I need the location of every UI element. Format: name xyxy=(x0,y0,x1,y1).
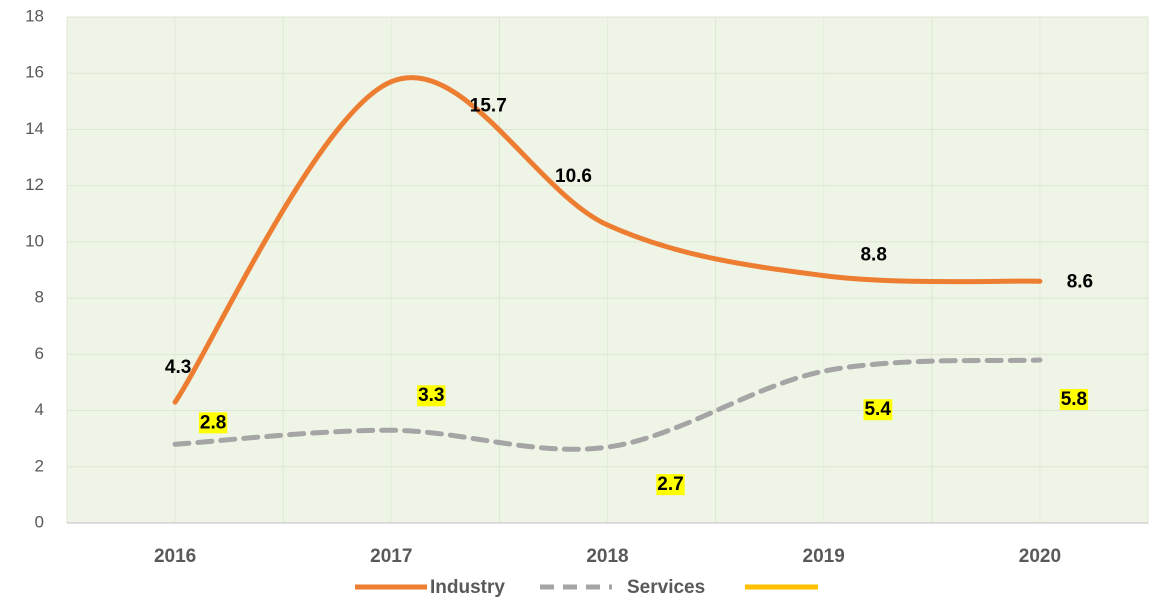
x-tick-label: 2017 xyxy=(370,546,412,567)
data-label: 5.8 xyxy=(1061,389,1087,410)
data-label: 5.4 xyxy=(864,399,891,420)
data-label: 15.7 xyxy=(470,96,507,117)
label-highlight xyxy=(198,412,228,434)
y-tick-label: 8 xyxy=(35,288,44,307)
y-tick-label: 18 xyxy=(25,6,44,25)
y-tick-label: 4 xyxy=(35,400,44,419)
y-tick-label: 14 xyxy=(25,119,44,138)
series-line xyxy=(172,357,1043,452)
data-label: 4.3 xyxy=(165,357,191,378)
x-tick-label: 2019 xyxy=(803,546,845,567)
legend-label: Industry xyxy=(430,577,505,598)
series-line xyxy=(172,75,1043,405)
label-highlight xyxy=(417,385,446,407)
y-tick-label: 0 xyxy=(35,512,44,531)
x-tick-label: 2016 xyxy=(154,546,196,567)
x-tick-label: 2020 xyxy=(1019,546,1061,567)
y-tick-label: 2 xyxy=(35,456,44,475)
data-label: 8.6 xyxy=(1067,271,1093,292)
label-highlight xyxy=(656,474,685,496)
y-tick-label: 12 xyxy=(25,175,44,194)
data-label: 8.8 xyxy=(860,245,886,266)
data-label: 2.8 xyxy=(200,412,226,433)
y-tick-label: 6 xyxy=(35,344,44,363)
data-label: 3.3 xyxy=(418,385,444,406)
x-tick-label: 2018 xyxy=(586,546,628,567)
label-highlight xyxy=(863,399,893,421)
y-tick-label: 16 xyxy=(25,63,44,82)
data-label: 2.7 xyxy=(657,474,683,495)
legend-label: Services xyxy=(627,577,705,598)
label-highlight xyxy=(1059,388,1089,410)
y-tick-label: 10 xyxy=(25,231,44,250)
data-label: 10.6 xyxy=(555,166,592,187)
